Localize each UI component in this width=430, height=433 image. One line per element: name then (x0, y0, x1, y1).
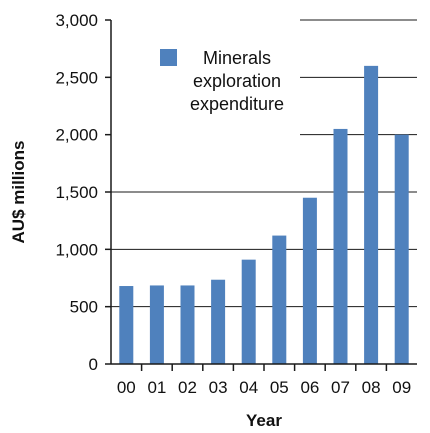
legend-swatch (160, 49, 177, 66)
x-tick-label: 06 (300, 378, 319, 397)
y-tick-label: 2,000 (55, 126, 98, 145)
y-tick-label: 0 (89, 355, 98, 374)
bar-05 (272, 235, 287, 364)
x-tick-label: 07 (331, 378, 350, 397)
bar-03 (211, 279, 226, 364)
x-tick-label: 04 (239, 378, 258, 397)
x-axis-title: Year (246, 411, 282, 430)
bar-04 (241, 259, 256, 364)
y-axis-title: AU$ millions (9, 141, 28, 244)
legend-line: expenditure (190, 94, 284, 114)
bar-01 (149, 285, 164, 364)
bar-09 (394, 134, 409, 364)
y-tick-labels: 0 500 1,000 1,500 2,000 2,500 3,000 (55, 11, 98, 374)
x-tick-label: 05 (270, 378, 289, 397)
bars (119, 65, 409, 364)
y-tick-label: 3,000 (55, 11, 98, 30)
legend-line: exploration (193, 71, 281, 91)
x-tick-labels: 00 01 02 03 04 05 06 07 08 09 (117, 378, 411, 397)
x-tick-label: 00 (117, 378, 136, 397)
axes (105, 19, 417, 371)
legend-line: Minerals (203, 48, 271, 68)
x-tick-label: 02 (178, 378, 197, 397)
x-tick-label: 09 (392, 378, 411, 397)
bar-08 (364, 65, 379, 364)
y-tick-label: 1,000 (55, 240, 98, 259)
legend: Minerals exploration expenditure (160, 48, 284, 114)
bar-06 (302, 197, 317, 364)
bar-07 (333, 128, 348, 364)
x-tick-label: 03 (209, 378, 228, 397)
legend-label: Minerals exploration expenditure (190, 48, 284, 114)
bar-02 (180, 285, 195, 364)
bar-00 (119, 286, 134, 364)
y-tick-label: 1,500 (55, 183, 98, 202)
x-tick-label: 08 (362, 378, 381, 397)
y-tick-label: 2,500 (55, 68, 98, 87)
x-tick-label: 01 (147, 378, 166, 397)
y-tick-label: 500 (70, 298, 98, 317)
